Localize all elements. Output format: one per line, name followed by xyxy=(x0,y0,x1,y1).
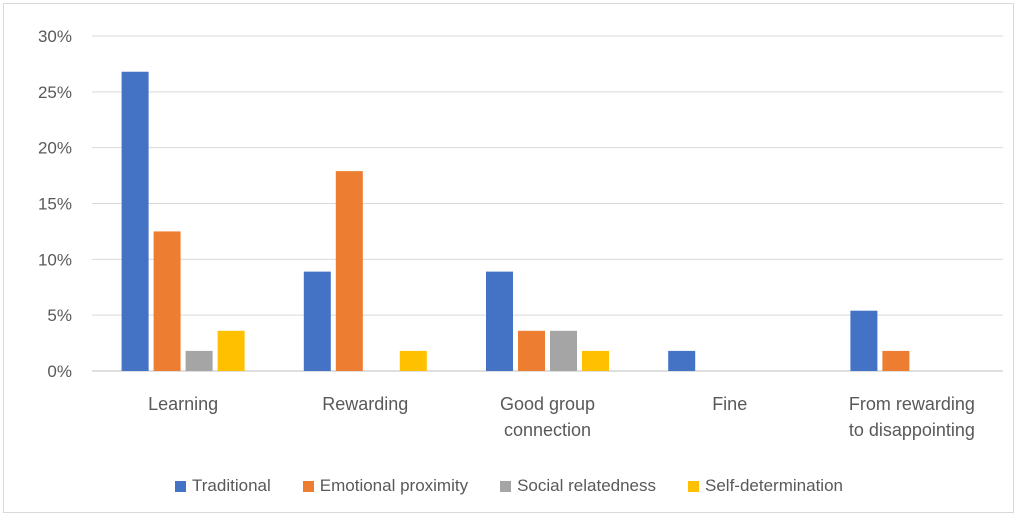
legend-label: Self-determination xyxy=(705,476,843,495)
bar-social-relatedness xyxy=(185,350,213,371)
legend-swatch xyxy=(500,480,512,492)
y-tick-label: 25% xyxy=(38,83,72,102)
legend-swatch xyxy=(688,480,700,492)
bar-traditional xyxy=(121,71,149,371)
bar-traditional xyxy=(486,271,513,371)
bar-emotional-proximity xyxy=(335,171,363,371)
bar-emotional-proximity xyxy=(518,330,545,371)
x-axis-category-labels: Learning Rewarding Good group connection Fin… xyxy=(148,394,975,440)
legend-label: Emotional proximity xyxy=(319,476,469,495)
category-label: From rewarding to disappointing xyxy=(849,394,975,440)
legend-item: Emotional proximity xyxy=(302,476,469,496)
legend-swatch xyxy=(175,480,187,492)
bar-traditional xyxy=(850,310,878,371)
legend-label: Social relatedness xyxy=(517,476,657,495)
bar-self-determination xyxy=(399,350,427,371)
y-tick-label: 15% xyxy=(38,195,72,214)
y-tick-label: 10% xyxy=(38,250,72,269)
bar-social-relatedness xyxy=(550,330,577,371)
legend-item: Social relatedness xyxy=(500,476,656,496)
bar-chart: 0% 5% 10% 15% 20% 25% 30% Learning Rewarding Goo… xyxy=(38,27,1003,440)
bar-emotional-proximity xyxy=(882,350,910,371)
bar-self-determination xyxy=(582,350,609,371)
bar-emotional-proximity xyxy=(153,231,181,371)
category-label: Rewarding xyxy=(322,394,408,414)
legend-swatch xyxy=(302,480,314,492)
bar-traditional xyxy=(303,271,331,371)
legend-label: Traditional xyxy=(192,476,271,495)
bar-traditional xyxy=(668,350,696,371)
legend: Traditional Emotional proximity Social rel… xyxy=(0,472,1018,500)
y-tick-label: 0% xyxy=(47,362,72,381)
y-tick-label: 30% xyxy=(38,27,72,46)
bar-self-determination xyxy=(217,330,245,371)
bars xyxy=(121,71,910,371)
category-label: Learning xyxy=(148,394,218,414)
category-label: Fine xyxy=(712,394,747,414)
legend-item: Traditional xyxy=(175,476,271,496)
y-tick-label: 20% xyxy=(38,139,72,158)
legend-item: Self-determination xyxy=(688,476,843,496)
y-tick-label: 5% xyxy=(47,306,72,325)
category-label: Good group connection xyxy=(500,394,595,440)
y-axis-tick-labels: 0% 5% 10% 15% 20% 25% 30% xyxy=(38,27,72,381)
